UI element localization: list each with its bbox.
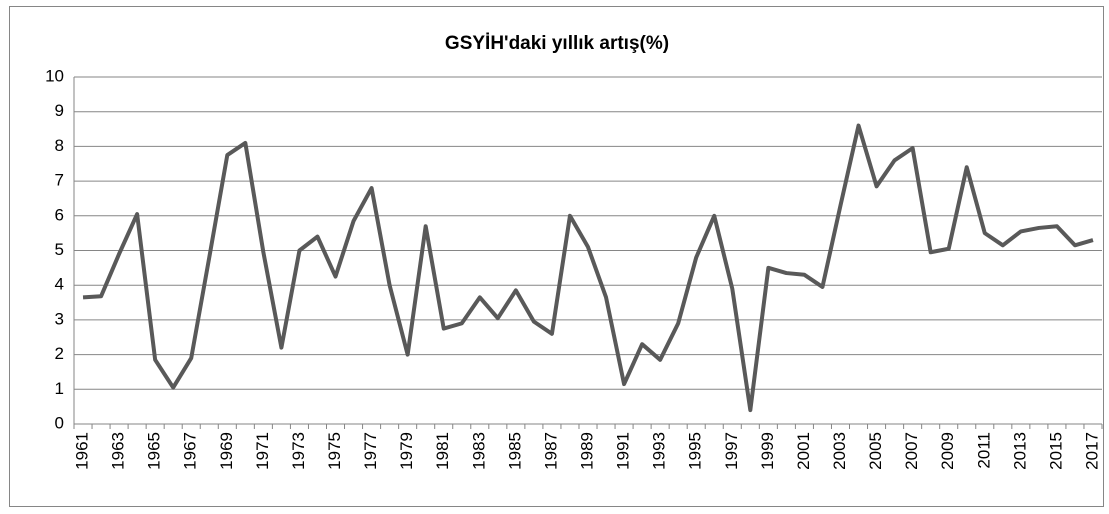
x-tick-label: 2013: [1010, 432, 1029, 470]
y-tick-label: 4: [55, 275, 64, 294]
x-tick-label: 1973: [289, 432, 308, 470]
y-tick-label: 9: [55, 101, 64, 120]
line-series: [82, 123, 1094, 413]
x-tick-label: 1981: [433, 432, 452, 470]
x-tick-label: 1987: [541, 432, 560, 470]
x-tick-label: 1963: [109, 432, 128, 470]
y-tick-label: 6: [55, 205, 64, 224]
x-tick-label: 1983: [469, 432, 488, 470]
x-tick-label: 1991: [614, 432, 633, 470]
x-tick-label: 1995: [686, 432, 705, 470]
chart-border: [9, 6, 1104, 507]
x-tick-label: 1985: [505, 432, 524, 470]
x-tick-label: 1971: [253, 432, 272, 470]
chart-title: GSYİH'daki yıllık artış(%): [445, 33, 669, 54]
x-tick-label: 1979: [397, 432, 416, 470]
x-tick-label: 2011: [974, 432, 993, 469]
x-tick-label: 1967: [181, 432, 200, 470]
x-tick-label: 1965: [145, 432, 164, 470]
x-tick-label: 2003: [830, 432, 849, 470]
x-tick-label: 2001: [794, 432, 813, 470]
x-tick-label: 2005: [866, 432, 885, 470]
y-tick-label: 0: [55, 413, 64, 432]
y-tick-label: 8: [55, 136, 64, 155]
y-tick-label: 3: [55, 309, 64, 328]
x-tick-label: 1977: [361, 432, 380, 470]
x-tick-label: 2017: [1082, 432, 1101, 470]
y-tick-label: 7: [55, 171, 64, 190]
x-tick-label: 2007: [902, 432, 921, 470]
y-tick-label: 10: [45, 66, 64, 85]
y-tick-label: 1: [55, 379, 64, 398]
x-tick-label: 1969: [217, 432, 236, 470]
x-tick-label: 2015: [1046, 432, 1065, 470]
x-tick-label: 1997: [722, 432, 741, 470]
x-tick-label: 1999: [758, 432, 777, 470]
x-tick-label: 2009: [938, 432, 957, 470]
x-tick-label: 1993: [650, 432, 669, 470]
x-tick-label: 1989: [577, 432, 596, 470]
x-tick-label: 1975: [325, 432, 344, 470]
y-tick-label: 5: [55, 240, 64, 259]
x-tick-label: 1961: [73, 432, 92, 470]
y-tick-label: 2: [55, 344, 64, 363]
